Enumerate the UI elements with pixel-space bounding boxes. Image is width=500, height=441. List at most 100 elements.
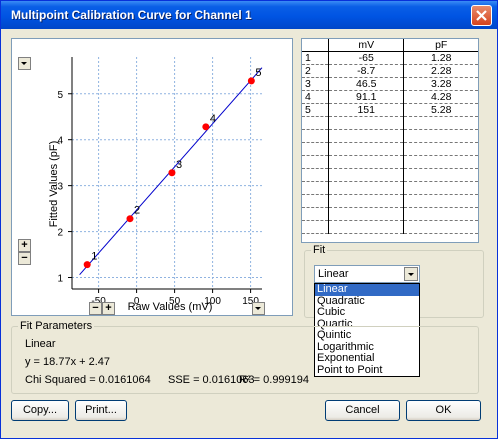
table-cell[interactable] [328,116,405,130]
table-cell[interactable] [403,207,478,221]
table-cell[interactable] [403,116,478,130]
table-cell[interactable] [403,142,478,156]
table-cell[interactable] [302,181,329,195]
chart-menu-top-button[interactable] [18,57,31,70]
title-bar[interactable]: Multipoint Calibration Curve for Channel… [1,1,497,29]
fit-option[interactable]: Logarithmic [317,340,374,353]
fit-option[interactable]: Quartic [317,317,353,330]
table-cell[interactable] [403,129,478,143]
data-point [126,215,134,223]
x-tick-label: 50 [169,296,181,307]
table-row [302,168,478,182]
table-cell[interactable] [328,194,405,208]
table-cell[interactable]: -65 [328,51,405,65]
table-cell[interactable]: 151 [328,103,405,117]
fit-parameters-label: Fit Parameters [20,320,93,332]
table-cell[interactable]: 1 [302,51,329,65]
table-cell[interactable]: 4 [302,90,329,104]
print-button[interactable]: Print... [75,400,127,421]
ok-button[interactable]: OK [406,400,481,421]
table-cell[interactable] [302,155,329,169]
data-table[interactable]: mV pF 1 -65 1.28 2 -8.7 2.28 3 46.5 3.28 4 91.1 4.28 5… [301,38,479,243]
table-cell[interactable] [328,155,405,169]
fit-option[interactable]: Exponential [317,352,375,364]
fit-group-label: Fit [313,244,326,256]
table-cell[interactable] [302,207,329,221]
fit-option[interactable]: Linear [315,283,419,296]
table-row [302,116,478,130]
data-point [168,169,176,177]
table-cell[interactable] [302,129,329,143]
fit-select[interactable]: Linear [314,265,420,283]
table-cell[interactable] [302,194,329,208]
table-header-cell [302,39,329,52]
table-cell[interactable] [403,155,478,169]
x-zoom-in-button[interactable]: + [102,302,115,315]
table-cell[interactable] [302,168,329,182]
table-cell[interactable] [403,168,478,182]
data-point-label: 3 [176,159,182,171]
y-tick-label: 4 [57,136,63,147]
fit-model-name: Linear [25,338,56,350]
table-cell[interactable] [328,129,405,143]
copy-button[interactable]: Copy... [11,400,69,421]
table-cell[interactable] [328,220,405,234]
table-cell[interactable] [302,142,329,156]
table-cell[interactable]: 46.5 [328,77,405,91]
table-cell[interactable] [328,207,405,221]
table-cell[interactable]: 2.28 [403,64,478,78]
data-point [202,123,210,131]
table-cell[interactable]: 5.28 [403,103,478,117]
cancel-button[interactable]: Cancel [325,400,400,421]
table-cell[interactable]: 2 [302,64,329,78]
data-point [247,77,255,85]
y-zoom-out-button[interactable]: − [18,252,31,265]
fit-option[interactable]: Quadratic [317,294,365,307]
fit-select-value: Linear [318,268,349,280]
chi-squared: Chi Squared = 0.0161064 [25,374,151,386]
table-header-row: mV pF [302,39,478,52]
close-button[interactable] [471,5,492,26]
x-tick-label: -50 [91,296,106,307]
table-row [302,129,478,143]
table-cell[interactable] [403,194,478,208]
table-header-cell: pF [403,39,478,52]
table-cell[interactable] [302,116,329,130]
table-cell[interactable] [328,168,405,182]
table-cell[interactable] [403,220,478,234]
table-row: 1 -65 1.28 [302,51,478,65]
close-icon [476,10,487,21]
x-tick-label: 150 [242,296,259,307]
table-row [302,155,478,169]
table-cell[interactable]: 91.1 [328,90,405,104]
table-cell[interactable] [302,220,329,234]
fit-select-arrow[interactable] [404,267,418,281]
chart-menu-bottom-button[interactable] [252,302,265,315]
fit-option[interactable]: Point to Point [317,363,383,376]
chevron-down-icon [408,273,414,276]
sse: SSE = 0.0161063 [168,374,255,386]
table-cell[interactable]: 1.28 [403,51,478,65]
fit-dropdown-list: Linear Quadratic Cubic Quartic Quintic Logari… [314,283,420,377]
table-cell[interactable] [328,181,405,195]
data-point [83,261,91,269]
fit-option[interactable]: Cubic [317,306,346,318]
table-cell[interactable] [328,142,405,156]
fit-parameters-group: Fit Parameters [11,320,479,394]
x-zoom-out-button[interactable]: − [89,302,102,315]
y-tick-label: 3 [57,182,63,193]
table-cell[interactable]: 3.28 [403,77,478,91]
table-cell[interactable] [403,181,478,195]
fit-option[interactable]: Quintic [317,329,352,341]
chart-series: 1 2 3 4 5 [79,67,263,275]
y-zoom-in-button[interactable]: + [18,239,31,252]
table-cell[interactable]: 4.28 [403,90,478,104]
table-cell[interactable]: 3 [302,77,329,91]
x-tick-label: 0 [134,296,140,307]
table-row [302,181,478,195]
table-cell[interactable]: -8.7 [328,64,405,78]
table-cell[interactable]: 5 [302,103,329,117]
